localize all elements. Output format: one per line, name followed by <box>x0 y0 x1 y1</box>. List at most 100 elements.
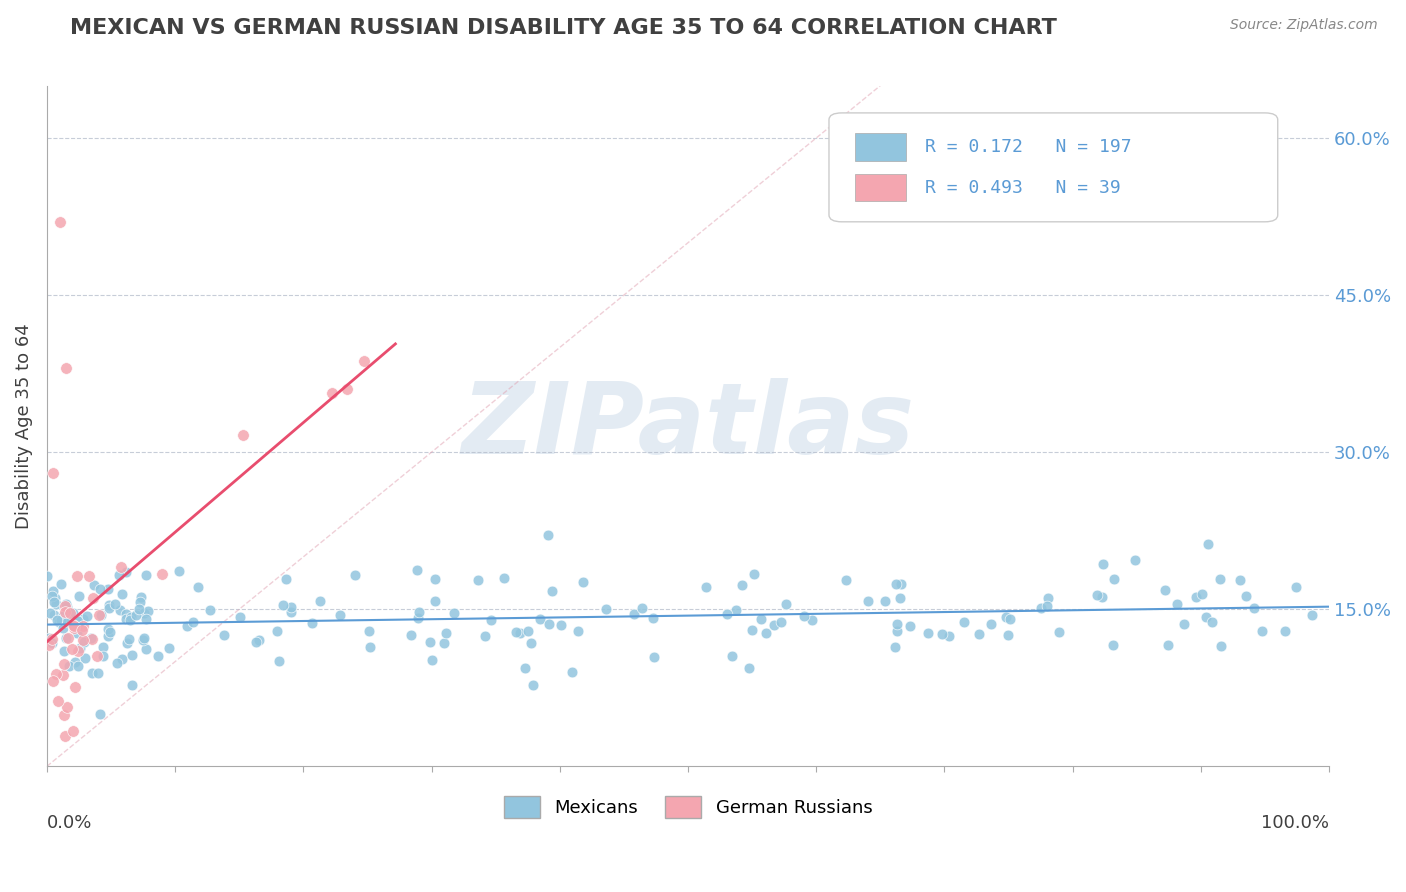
Point <box>150 567 173 582</box>
Point <box>91 640 114 654</box>
Point <box>1156 638 1178 652</box>
Point <box>572 574 595 589</box>
Point <box>276 572 298 586</box>
Point <box>436 626 458 640</box>
Point <box>994 610 1017 624</box>
Point <box>359 624 381 638</box>
Point <box>494 571 516 585</box>
Point <box>87 607 110 622</box>
Point <box>529 612 551 626</box>
Point <box>97 601 120 615</box>
Point <box>474 629 496 643</box>
Point <box>135 642 157 657</box>
Point <box>42 466 65 480</box>
Point <box>1047 624 1070 639</box>
Point <box>83 578 105 592</box>
FancyBboxPatch shape <box>855 174 905 202</box>
Point <box>60 641 83 656</box>
Point <box>540 584 562 599</box>
Text: R = 0.493   N = 39: R = 0.493 N = 39 <box>925 178 1121 197</box>
Point <box>115 565 138 579</box>
Point <box>423 593 446 607</box>
Point <box>716 607 738 621</box>
Point <box>1250 624 1272 638</box>
Point <box>1195 610 1218 624</box>
Text: ZIPatlas: ZIPatlas <box>461 377 914 475</box>
Point <box>70 623 93 637</box>
Point <box>66 644 89 658</box>
Point <box>516 624 538 638</box>
Point <box>232 428 254 442</box>
Point <box>1243 600 1265 615</box>
Point <box>408 611 430 625</box>
Point <box>157 641 180 656</box>
Point <box>51 613 73 627</box>
Point <box>91 649 114 664</box>
Point <box>56 615 79 630</box>
Point <box>111 587 134 601</box>
Point <box>724 603 747 617</box>
Point <box>505 624 527 639</box>
Point <box>129 595 152 609</box>
Point <box>419 635 441 649</box>
Point <box>1229 573 1251 587</box>
Point <box>52 621 75 635</box>
Point <box>80 632 103 646</box>
Point <box>1166 598 1188 612</box>
Point <box>301 616 323 631</box>
Point <box>1102 638 1125 652</box>
Point <box>80 631 103 645</box>
Point <box>146 648 169 663</box>
Point <box>595 602 617 616</box>
Point <box>44 591 66 606</box>
Text: 0.0%: 0.0% <box>46 814 93 832</box>
Point <box>110 560 132 574</box>
Point <box>72 612 94 626</box>
Point <box>266 624 288 638</box>
Point <box>1234 589 1257 603</box>
Point <box>86 648 108 663</box>
Point <box>280 599 302 614</box>
Point <box>1191 587 1213 601</box>
Point <box>63 621 86 635</box>
Point <box>938 629 960 643</box>
Point <box>111 652 134 666</box>
Point <box>738 661 761 675</box>
Point <box>858 593 880 607</box>
Point <box>835 573 858 587</box>
Point <box>41 632 63 647</box>
Point <box>721 648 744 663</box>
Point <box>45 667 67 681</box>
Point <box>131 590 153 604</box>
Point <box>108 568 131 582</box>
Y-axis label: Disability Age 35 to 64: Disability Age 35 to 64 <box>15 323 32 529</box>
Point <box>280 605 302 619</box>
Point <box>344 567 367 582</box>
Point <box>80 666 103 681</box>
Point <box>105 656 128 670</box>
Point <box>763 618 786 632</box>
Point <box>900 619 922 633</box>
Point <box>48 215 70 229</box>
Point <box>1153 582 1175 597</box>
Point <box>1036 591 1059 606</box>
Point <box>176 619 198 633</box>
Point <box>76 609 98 624</box>
Point <box>115 607 138 622</box>
Point <box>886 617 908 632</box>
Point <box>63 619 86 633</box>
Point <box>42 673 65 688</box>
Point <box>401 628 423 642</box>
Point <box>104 598 127 612</box>
Text: R = 0.172   N = 197: R = 0.172 N = 197 <box>925 138 1132 156</box>
Point <box>1036 599 1059 613</box>
Point <box>75 651 97 665</box>
Point <box>1087 588 1109 602</box>
Point <box>229 609 252 624</box>
Point <box>39 606 62 620</box>
Point <box>321 386 343 401</box>
Point <box>917 626 939 640</box>
Point <box>741 624 763 638</box>
Point <box>62 724 84 739</box>
Point <box>269 654 291 668</box>
